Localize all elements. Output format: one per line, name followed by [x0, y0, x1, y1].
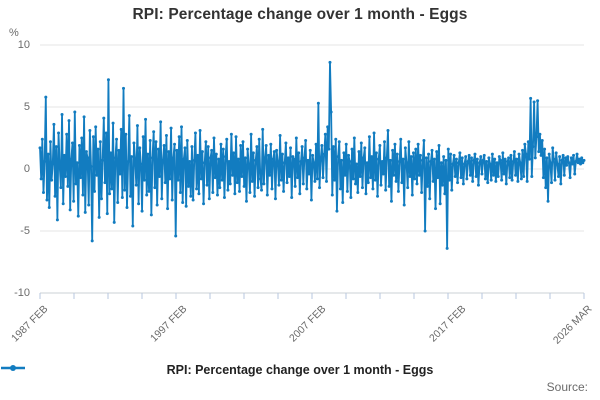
series-line[interactable]: [39, 61, 585, 250]
y-axis-tick-label: -10: [14, 286, 30, 299]
series-point-markers: [38, 60, 586, 250]
legend-item[interactable]: RPI: Percentage change over 1 month - Eg…: [0, 363, 600, 377]
source-label: Source:: [546, 380, 588, 394]
legend-label: RPI: Percentage change over 1 month - Eg…: [166, 363, 434, 377]
y-axis-tick-label: 0: [23, 162, 30, 175]
y-axis-tick-label: 5: [23, 100, 30, 113]
y-axis-tick-label: -5: [20, 224, 30, 237]
y-axis-unit-label: %: [9, 27, 19, 39]
y-axis-tick-label: 10: [17, 38, 30, 51]
chart-title: RPI: Percentage change over 1 month - Eg…: [132, 6, 468, 23]
legend-series-marker-icon: [1, 365, 25, 371]
